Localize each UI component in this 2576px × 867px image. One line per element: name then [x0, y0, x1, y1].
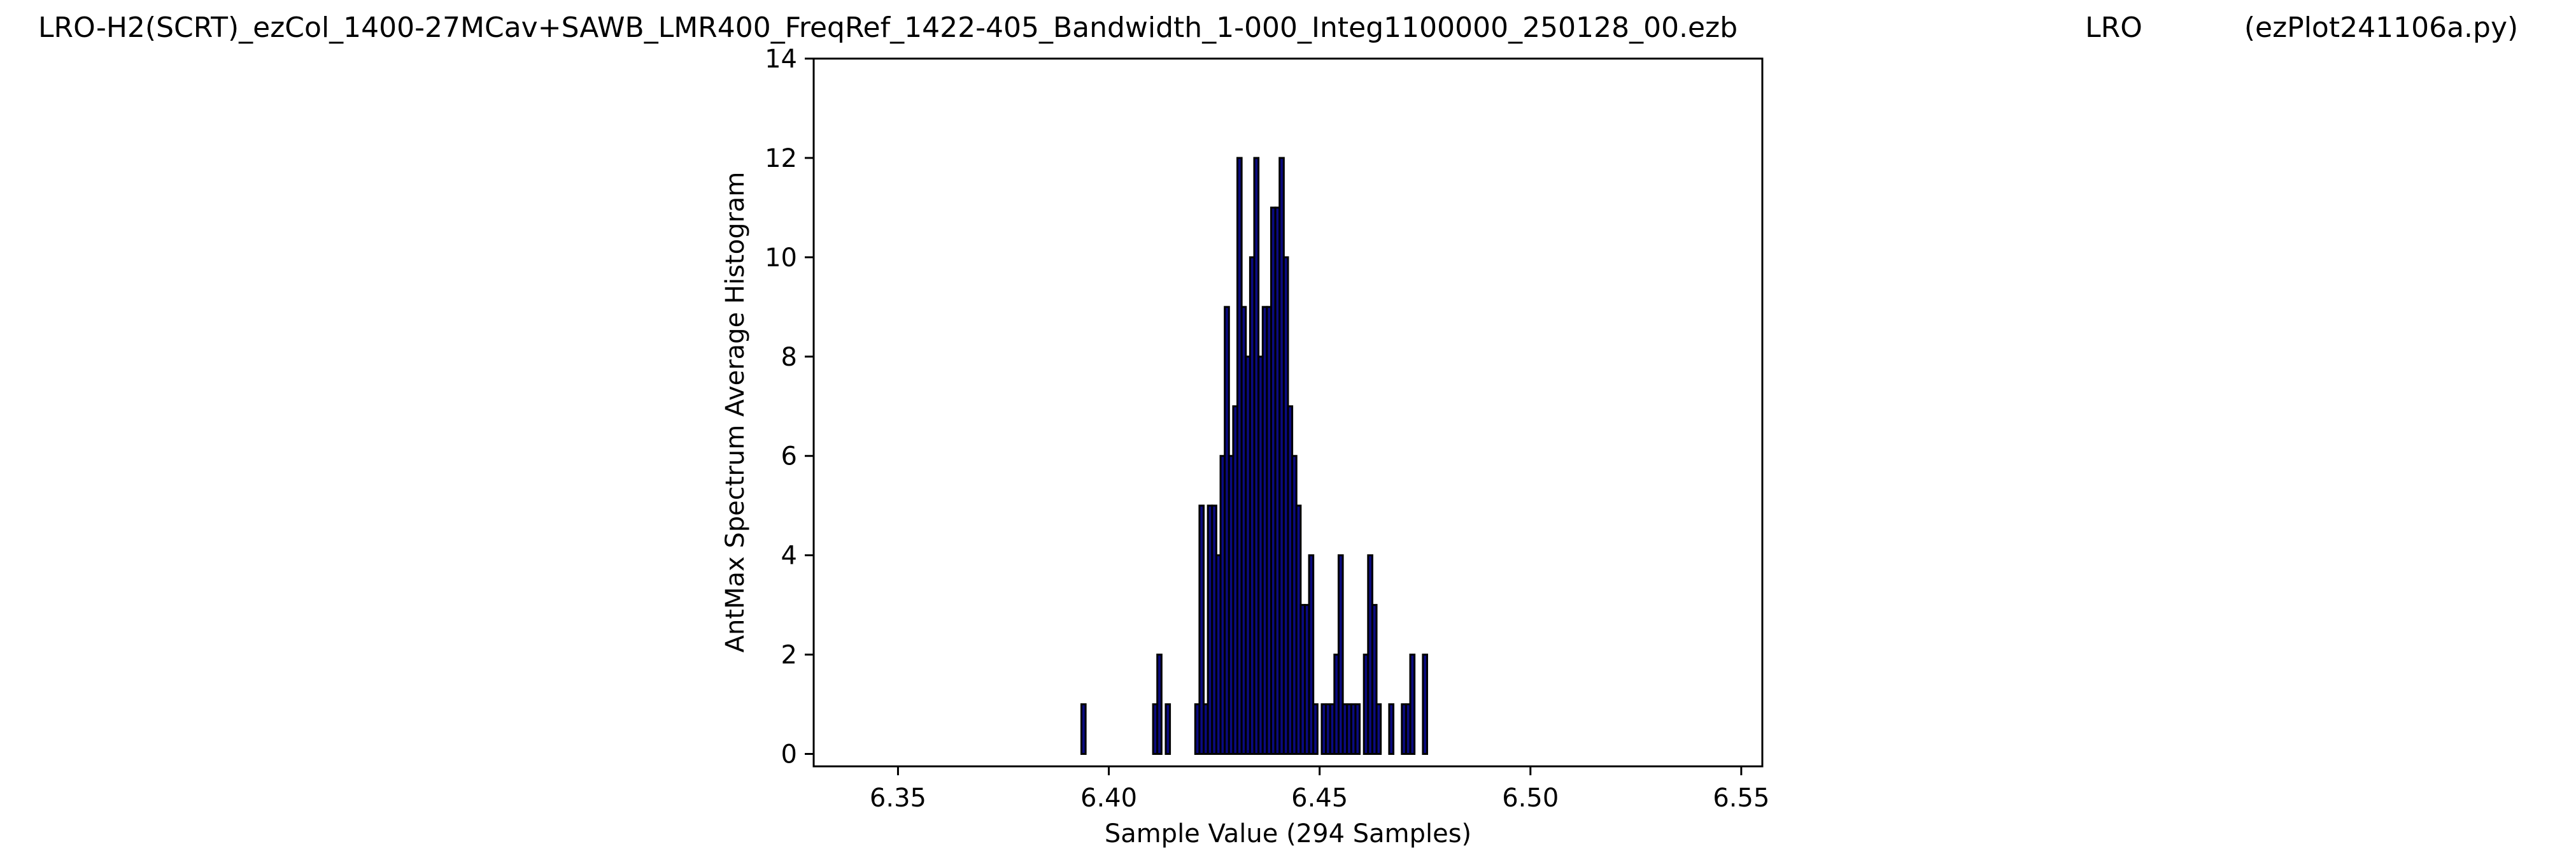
histogram-bar	[1337, 554, 1344, 756]
y-axis-ticks: 0 2 4 6 8 10 12 14	[765, 45, 814, 770]
file-title: LRO-H2(SCRT)_ezCol_1400-27MCav+SAWB_LMR4…	[38, 11, 1737, 44]
program-label: (ezPlot241106a.py)	[2244, 11, 2518, 44]
histogram-bar	[1371, 604, 1378, 755]
station-label: LRO	[2085, 11, 2142, 44]
y-tick-label: 10	[765, 243, 797, 273]
x-axis-label: Sample Value (294 Samples)	[1105, 819, 1471, 849]
y-tick-label: 2	[781, 641, 797, 670]
x-tick-label: 6.35	[870, 784, 926, 813]
x-tick-label: 6.45	[1291, 784, 1348, 813]
histogram-bar	[1388, 703, 1395, 756]
y-tick-label: 12	[765, 144, 797, 173]
plot-frame	[812, 57, 1764, 768]
histogram-bar	[1354, 703, 1361, 756]
y-tick-label: 6	[781, 442, 797, 471]
y-tick-label: 14	[765, 45, 797, 74]
histogram-bar	[1375, 703, 1382, 756]
histogram-bar	[1198, 505, 1205, 755]
histogram-bar	[1156, 654, 1163, 756]
histogram-bar	[1422, 654, 1429, 756]
x-tick-label: 6.50	[1502, 784, 1559, 813]
histogram-bar	[1164, 703, 1171, 756]
histogram-bars	[1080, 157, 1429, 756]
y-tick-label: 4	[781, 541, 797, 571]
x-tick-label: 6.40	[1080, 784, 1137, 813]
histogram-bar	[1409, 654, 1416, 756]
y-axis-label: AntMax Spectrum Average Histogram	[721, 172, 750, 653]
y-tick-label: 8	[781, 343, 797, 372]
x-tick-label: 6.55	[1713, 784, 1769, 813]
histogram-bar	[1312, 703, 1319, 756]
x-axis-ticks: 6.35 6.40 6.45 6.50 6.55	[870, 766, 1769, 813]
y-tick-label: 0	[781, 740, 797, 770]
histogram-bar	[1080, 703, 1087, 756]
histogram-bar	[1308, 554, 1315, 756]
